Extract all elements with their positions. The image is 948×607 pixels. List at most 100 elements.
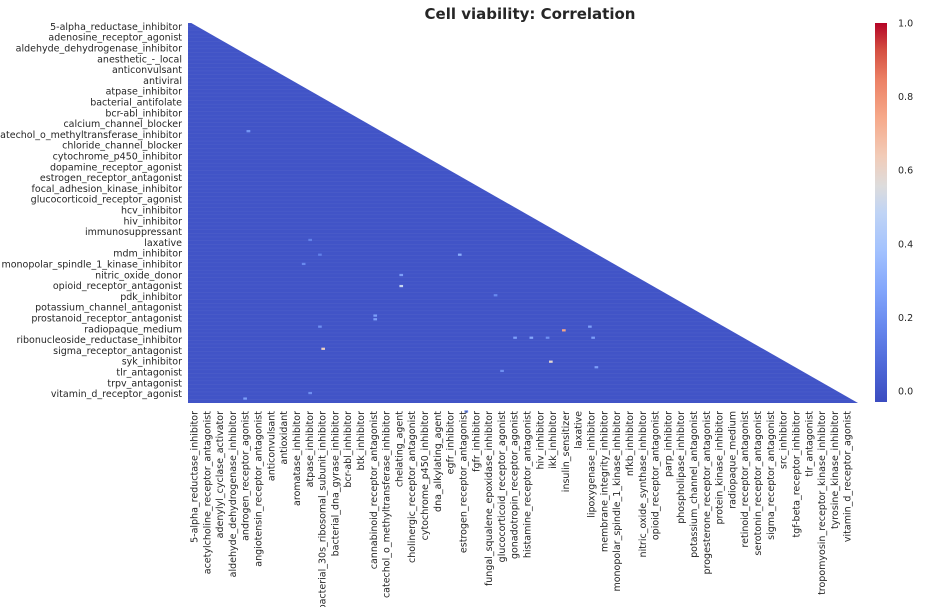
x-tick-label: radiopaque_medium bbox=[727, 411, 738, 509]
x-tick-label: membrane_integrity_inhibitor bbox=[599, 411, 610, 552]
x-tick-label: bacterial_dna_gyrase_inhibitor bbox=[330, 411, 341, 556]
heatmap-cell bbox=[399, 284, 404, 288]
y-tick-label: bacterial_antifolate bbox=[90, 98, 182, 109]
x-tick-label: acetylcholine_receptor_antagonist bbox=[202, 411, 213, 575]
x-tick-label: parp_inhibitor bbox=[663, 411, 674, 477]
y-tick-label: adenosine_receptor_agonist bbox=[48, 33, 182, 44]
heatmap-cell bbox=[500, 369, 504, 373]
y-tick-label: pdk_inhibitor bbox=[120, 292, 182, 303]
x-tick-label: adenylyl_cyclase_activator bbox=[215, 411, 226, 538]
x-axis-tick-labels: 5-alpha_reductase_inhibitor acetylcholine… bbox=[190, 411, 854, 607]
x-tick-label: catechol_o_methyltransferase_inhibitor bbox=[382, 411, 393, 598]
x-tick-label: estrogen_receptor_antagonist bbox=[458, 411, 469, 553]
x-tick-label: sigma_receptor_antagonist bbox=[766, 411, 777, 540]
heatmap-cell bbox=[318, 325, 322, 328]
y-tick-label: immunosuppressant bbox=[85, 227, 182, 238]
colorbar: 0.0 0.2 0.4 0.6 0.8 1.0 bbox=[875, 19, 913, 402]
x-tick-label: serotonin_receptor_antagonist bbox=[753, 411, 764, 556]
x-tick-label: tropomyosin_receptor_kinase_inhibitor bbox=[817, 411, 828, 595]
y-tick-label: opioid_receptor_antagonist bbox=[53, 281, 182, 292]
heatmap-cell bbox=[243, 397, 247, 400]
heatmap-cell bbox=[308, 391, 312, 395]
x-tick-label: atpase_inhibitor bbox=[305, 411, 316, 487]
y-tick-label: prostanoid_receptor_antagonist bbox=[31, 314, 182, 325]
x-tick-label: aromatase_inhibitor bbox=[292, 411, 303, 506]
x-tick-label: dna_alkylating_agent bbox=[433, 411, 444, 512]
x-tick-label: nfkb_inhibitor bbox=[625, 411, 636, 476]
heatmap-cell bbox=[321, 347, 326, 350]
x-tick-label: src_inhibitor bbox=[779, 411, 790, 469]
y-tick-label: antiviral bbox=[143, 76, 182, 87]
heatmap-cell bbox=[529, 336, 534, 339]
x-tick-label: lipoxygenase_inhibitor bbox=[587, 411, 598, 518]
y-tick-label: bcr-abl_inhibitor bbox=[105, 108, 182, 119]
y-tick-label: syk_inhibitor bbox=[122, 357, 182, 368]
x-tick-label: fgfr_inhibitor bbox=[471, 411, 482, 472]
x-tick-label: bacterial_30s_ribosomal_subunit_inhibito… bbox=[318, 411, 329, 607]
x-tick-label: tlr_antagonist bbox=[804, 411, 815, 477]
y-tick-label: focal_adhesion_kinase_inhibitor bbox=[32, 184, 183, 195]
heatmap-cell bbox=[457, 253, 462, 256]
heatmap-cells bbox=[188, 22, 858, 413]
heatmap-cell bbox=[591, 336, 595, 339]
x-tick-label: protein_kinase_inhibitor bbox=[715, 411, 726, 525]
colorbar-tick-label: 0.6 bbox=[898, 166, 913, 177]
y-tick-label: nitric_oxide_donor bbox=[95, 270, 182, 281]
x-tick-label: bcr-abl_inhibitor bbox=[343, 411, 354, 488]
x-tick-label: glucocorticoid_receptor_agonist bbox=[497, 411, 508, 563]
y-tick-label: radiopaque_medium bbox=[84, 324, 182, 335]
y-tick-label: monopolar_spindle_1_kinase_inhibitor bbox=[1, 260, 182, 271]
heatmap-cell bbox=[549, 360, 553, 363]
y-tick-label: vitamin_d_receptor_agonist bbox=[51, 389, 182, 400]
heatmap-cell bbox=[588, 325, 592, 328]
x-tick-label: btk_inhibitor bbox=[356, 411, 367, 471]
y-tick-label: calcium_channel_blocker bbox=[63, 119, 182, 130]
colorbar-tick-label: 0.2 bbox=[898, 313, 913, 324]
y-tick-label: aldehyde_dehydrogenase_inhibitor bbox=[16, 44, 182, 55]
heatmap-cell bbox=[562, 329, 566, 332]
x-tick-label: cytochrome_p450_inhibitor bbox=[420, 411, 431, 540]
heatmap-cell bbox=[246, 129, 251, 133]
y-tick-label: hcv_inhibitor bbox=[121, 206, 182, 217]
heatmap-cell bbox=[318, 253, 322, 256]
y-tick-label: cytochrome_p450_inhibitor bbox=[53, 152, 182, 163]
x-tick-label: 5-alpha_reductase_inhibitor bbox=[190, 411, 201, 543]
colorbar-gradient bbox=[875, 23, 887, 402]
y-tick-label: atpase_inhibitor bbox=[106, 87, 182, 98]
x-tick-label: nitric_oxide_synthase_inhibitor bbox=[638, 411, 649, 558]
x-tick-label: progesterone_receptor_antagonist bbox=[702, 411, 713, 575]
chart-title: Cell viability: Correlation bbox=[425, 5, 636, 23]
heatmap-lower-triangle bbox=[188, 23, 858, 403]
y-tick-label: 5-alpha_reductase_inhibitor bbox=[50, 22, 182, 33]
x-tick-label: ikk_inhibitor bbox=[548, 411, 559, 469]
x-tick-label: chelating_agent bbox=[394, 411, 405, 487]
x-tick-label: anticonvulsant bbox=[266, 411, 277, 481]
x-tick-label: cannabinoid_receptor_antagonist bbox=[369, 411, 380, 570]
x-tick-label: tyrosine_kinase_inhibitor bbox=[830, 411, 841, 529]
heatmap-cell bbox=[594, 366, 599, 369]
heatmap-cell bbox=[513, 336, 517, 339]
heatmap-cell bbox=[464, 410, 469, 413]
x-tick-label: antioxidant bbox=[279, 411, 290, 465]
y-tick-label: mdm_inhibitor bbox=[113, 249, 182, 260]
y-tick-label: laxative bbox=[144, 238, 182, 249]
colorbar-tick-label: 1.0 bbox=[898, 19, 913, 30]
heatmap-cell bbox=[545, 336, 550, 339]
colorbar-tick-label: 0.0 bbox=[898, 386, 913, 397]
heatmap-cell bbox=[308, 238, 312, 242]
y-tick-label: dopamine_receptor_agonist bbox=[50, 162, 182, 173]
x-tick-label: histamine_receptor_antagonist bbox=[523, 411, 534, 558]
y-tick-label: estrogen_receptor_antagonist bbox=[40, 173, 182, 184]
x-tick-label: gonadotropin_receptor_agonist bbox=[510, 411, 521, 559]
heatmap-cell bbox=[373, 314, 378, 317]
y-tick-label: tlr_antagonist bbox=[116, 368, 182, 379]
x-tick-label: angiotensin_receptor_antagonist bbox=[254, 411, 265, 567]
y-tick-label: anticonvulsant bbox=[112, 65, 182, 76]
x-tick-label: androgen_receptor_agonist bbox=[241, 411, 252, 541]
heatmap-cell bbox=[399, 273, 404, 277]
heatmap-cell bbox=[493, 294, 498, 297]
y-tick-label: sigma_receptor_antagonist bbox=[53, 346, 182, 357]
y-tick-label: ribonucleoside_reductase_inhibitor bbox=[16, 335, 182, 346]
heatmap-cell bbox=[373, 318, 378, 321]
